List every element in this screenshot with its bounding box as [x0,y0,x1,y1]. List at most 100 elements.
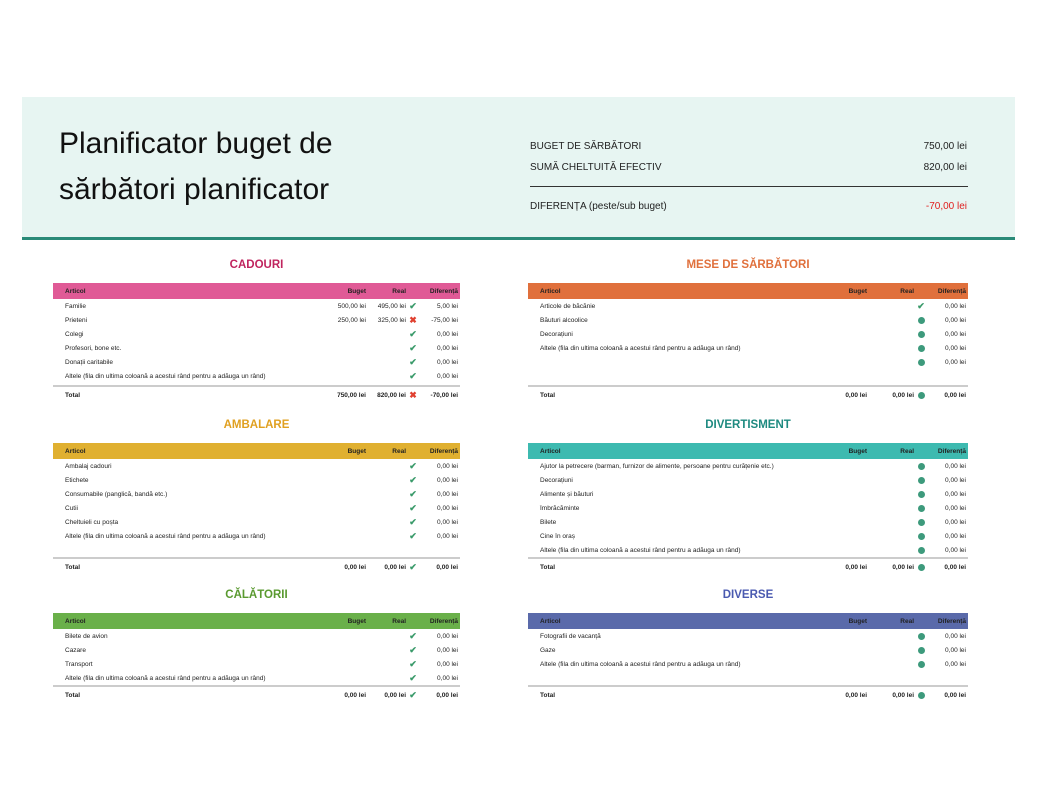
difference-cell: 0,00 lei [437,532,458,540]
item-name: Altele (fila din ultima coloană a acestu… [65,674,266,682]
checkmark-icon: ✔ [409,644,417,655]
status: ✔ [406,673,420,684]
difference-cell: 0,00 lei [944,691,966,699]
status: ✖ [406,390,420,401]
section-calatorii: CĂLĂTORII Articol Buget Real Diferență Bilete… [53,588,460,703]
table-row: Cheltuieli cu poșta ✔ 0,00 lei [53,515,460,529]
table-row: Îmbrăcăminte 0,00 lei [528,501,968,515]
status [914,475,928,485]
column-header: Diferență [937,287,966,295]
difference-cell: 0,00 lei [437,490,458,498]
status: ✔ [406,329,420,340]
total-row: Total 0,00 lei 0,00 lei 0,00 lei [528,687,968,703]
difference-cell: 0,00 lei [437,358,458,366]
total-row: Total 750,00 lei 820,00 lei ✖ -70,00 lei [53,387,460,403]
table-row: Cazare ✔ 0,00 lei [53,643,460,657]
difference-cell: 0,00 lei [945,646,966,654]
status-circle-icon [917,392,925,400]
table-row: Donații caritabile ✔ 0,00 lei [53,355,460,369]
column-header: Diferență [429,447,458,455]
section-title: AMBALARE [223,419,290,431]
item-name: Îmbrăcăminte [540,504,580,512]
difference-cell: 0,00 lei [945,632,966,640]
status-circle-icon [917,533,925,541]
item-name: Ajutor la petrecere (barman, furnizor de… [540,462,774,470]
item-name: Altele (fila din ultima coloană a acestu… [540,660,741,668]
difference-cell: 0,00 lei [945,316,966,324]
status-circle-icon [917,633,925,641]
column-header: Diferență [937,447,966,455]
table-body: Articole de băcănie ✔ 0,00 lei Băuturi alco… [528,299,968,387]
table-row: Altele (fila din ultima coloană a acestu… [528,657,968,671]
checkmark-icon: ✔ [409,516,417,527]
checkmark-icon: ✔ [409,460,417,471]
checkmark-icon: ✔ [409,300,417,311]
status: ✔ [406,357,420,368]
total-row: Total 0,00 lei 0,00 lei 0,00 lei [528,387,968,403]
column-header: Buget [347,617,366,625]
status-circle-icon [917,317,925,325]
table-row: Gaze 0,00 lei [528,643,968,657]
table-row: Ambalaj cadouri ✔ 0,00 lei [53,459,460,473]
summary-divider [530,186,968,187]
table-header: Articol Buget Real Diferență [528,613,968,629]
table-row: Bilete 0,00 lei [528,515,968,529]
checkmark-icon: ✔ [409,356,417,367]
table-row: Prieteni 250,00 lei 325,00 lei ✖ -75,00 lei [53,313,460,327]
column-header: Real [392,447,406,455]
checkmark-icon: ✔ [409,488,417,499]
status: ✔ [406,659,420,670]
item-name: Familie [65,302,86,310]
status: ✔ [406,531,420,542]
table-row: Decorațiuni 0,00 lei [528,473,968,487]
column-header: Real [392,287,406,295]
table-body: Ambalaj cadouri ✔ 0,00 lei Etichete ✔ 0,00 le… [53,459,460,559]
difference-cell: 0,00 lei [437,344,458,352]
column-header: Buget [347,447,366,455]
status-circle-icon [917,661,925,669]
table-row: Altele (fila din ultima coloană a acestu… [53,529,460,543]
status [914,315,928,325]
item-name: Altele (fila din ultima coloană a acestu… [65,372,266,380]
status [914,343,928,353]
item-name: Total [65,691,81,699]
table-body: Bilete de avion ✔ 0,00 lei Cazare ✔ 0,00 lei T… [53,629,460,687]
item-name: Cazare [65,646,86,654]
section-title: CĂLĂTORII [225,589,288,601]
status-circle-icon [917,519,925,527]
difference-cell: 0,00 lei [945,330,966,338]
column-header: Articol [65,617,86,625]
item-name: Bilete de avion [65,632,108,640]
item-name: Altele (fila din ultima coloană a acestu… [65,532,266,540]
difference-cell: 0,00 lei [437,660,458,668]
status: ✔ [406,489,420,500]
status: ✔ [406,503,420,514]
column-header: Articol [65,287,86,295]
budget-value: 750,00 lei [923,141,967,152]
column-header: Articol [540,447,561,455]
status-circle-icon [917,359,925,367]
item-name: Profesori, bone etc. [65,344,122,352]
status-circle-icon [917,345,925,353]
difference-cell: 0,00 lei [945,504,966,512]
difference-cell: 0,00 lei [437,372,458,380]
checkmark-icon: ✔ [409,328,417,339]
table-row: Articole de băcănie ✔ 0,00 lei [528,299,968,313]
status: ✔ [406,631,420,642]
status [914,690,928,700]
status-circle-icon [917,331,925,339]
checkmark-icon: ✔ [917,300,925,311]
table-body: Fotografii de vacanță 0,00 lei Gaze 0,00 le… [528,629,968,687]
item-name: Total [540,391,556,399]
section-title: CADOURI [229,259,284,271]
table-row: Altele (fila din ultima coloană a acestu… [528,341,968,355]
column-header: Diferență [429,287,458,295]
section-divertisment: DIVERTISMENT Articol Buget Real Diferență Aju… [528,418,968,575]
item-name: Transport [65,660,93,668]
section-mese: MESE DE SĂRBĂTORI Articol Buget Real Diferen… [528,258,968,403]
status-circle-icon [917,477,925,485]
section-cadouri: CADOURI Articol Buget Real Diferență Familie 5… [53,258,460,403]
difference-cell: 0,00 lei [437,476,458,484]
table-body: Ajutor la petrecere (barman, furnizor de… [528,459,968,559]
table-row: Ajutor la petrecere (barman, furnizor de… [528,459,968,473]
